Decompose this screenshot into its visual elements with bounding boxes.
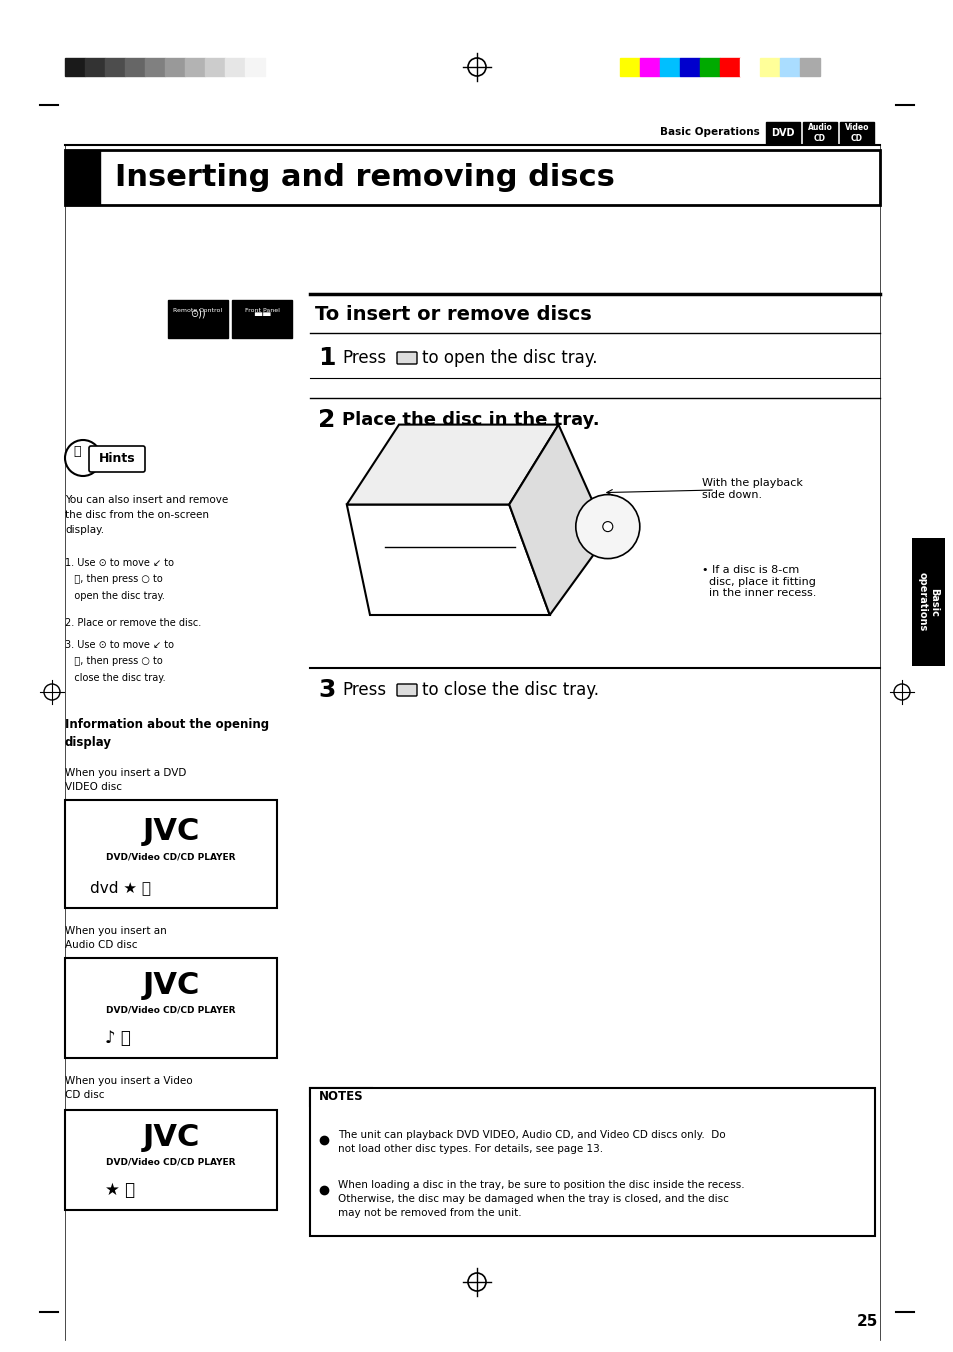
Text: When you insert an
Audio CD disc: When you insert an Audio CD disc — [65, 926, 167, 950]
Text: NOTES: NOTES — [318, 1091, 363, 1103]
Bar — [65, 800, 276, 909]
Text: Place the disc in the tray.: Place the disc in the tray. — [341, 411, 599, 429]
Polygon shape — [347, 504, 549, 615]
Text: to open the disc tray.: to open the disc tray. — [421, 349, 597, 366]
Text: Inserting and removing discs: Inserting and removing discs — [115, 164, 615, 192]
Bar — [659, 58, 679, 76]
Text: DVD/Video CD/CD PLAYER: DVD/Video CD/CD PLAYER — [106, 853, 235, 861]
Bar — [165, 58, 185, 76]
FancyBboxPatch shape — [396, 352, 416, 364]
Text: 3: 3 — [317, 677, 335, 702]
Text: JVC: JVC — [142, 1124, 199, 1152]
Text: 🔥: 🔥 — [73, 446, 80, 458]
Text: Video
CD: Video CD — [843, 123, 868, 143]
Text: You can also insert and remove
the disc from the on-screen
display.: You can also insert and remove the disc … — [65, 495, 228, 534]
Bar — [232, 300, 292, 338]
Text: Front Panel: Front Panel — [244, 307, 279, 312]
Text: The unit can playback DVD VIDEO, Audio CD, and Video CD discs only.  Do
not load: The unit can playback DVD VIDEO, Audio C… — [337, 1130, 725, 1155]
Text: JVC: JVC — [142, 972, 199, 1000]
Text: • If a disc is 8-cm
  disc, place it fitting
  in the inner recess.: • If a disc is 8-cm disc, place it fitti… — [701, 565, 816, 598]
Bar — [185, 58, 205, 76]
Bar — [679, 58, 700, 76]
Bar — [780, 58, 800, 76]
Text: 25: 25 — [856, 1314, 877, 1329]
Polygon shape — [347, 425, 558, 504]
Text: Audio
CD: Audio CD — [807, 123, 832, 143]
Bar — [911, 538, 944, 667]
Bar — [802, 122, 836, 145]
Bar — [760, 58, 780, 76]
Text: Press: Press — [341, 681, 386, 699]
Text: 2. Place or remove the disc.: 2. Place or remove the disc. — [65, 618, 201, 627]
Text: Hints: Hints — [98, 453, 135, 465]
Text: ★ 📦: ★ 📦 — [105, 1182, 135, 1199]
Bar — [65, 150, 879, 206]
Text: 3. Use ⊙ to move ↙ to
   ⓐ, then press ○ to
   close the disc tray.: 3. Use ⊙ to move ↙ to ⓐ, then press ○ to… — [65, 639, 173, 683]
Text: Basic
operations: Basic operations — [917, 572, 939, 631]
Text: Information about the opening
display: Information about the opening display — [65, 718, 269, 749]
Text: Press: Press — [341, 349, 386, 366]
Bar — [145, 58, 165, 76]
Text: When loading a disc in the tray, be sure to position the disc inside the recess.: When loading a disc in the tray, be sure… — [337, 1180, 744, 1218]
Polygon shape — [509, 425, 607, 615]
Text: 2: 2 — [317, 408, 335, 433]
Bar — [225, 58, 245, 76]
Bar — [619, 58, 639, 76]
Bar — [105, 58, 125, 76]
Text: DVD: DVD — [770, 128, 794, 138]
Bar — [740, 58, 760, 76]
Bar — [639, 58, 659, 76]
Text: to close the disc tray.: to close the disc tray. — [421, 681, 598, 699]
Bar — [840, 122, 873, 145]
Bar — [85, 58, 105, 76]
Bar — [700, 58, 720, 76]
Bar — [205, 58, 225, 76]
Bar — [125, 58, 145, 76]
Bar — [800, 58, 820, 76]
Text: 1. Use ⊙ to move ↙ to
   ⓐ, then press ○ to
   open the disc tray.: 1. Use ⊙ to move ↙ to ⓐ, then press ○ to… — [65, 558, 173, 600]
Text: 1: 1 — [317, 346, 335, 370]
Bar — [310, 1088, 874, 1236]
Text: DVD/Video CD/CD PLAYER: DVD/Video CD/CD PLAYER — [106, 1006, 235, 1014]
Bar — [65, 58, 85, 76]
Text: When you insert a DVD
VIDEO disc: When you insert a DVD VIDEO disc — [65, 768, 186, 792]
FancyBboxPatch shape — [89, 446, 145, 472]
Bar — [65, 1110, 276, 1210]
Text: DVD/Video CD/CD PLAYER: DVD/Video CD/CD PLAYER — [106, 1157, 235, 1167]
Bar — [720, 58, 740, 76]
Bar — [168, 300, 228, 338]
Bar — [65, 959, 276, 1059]
Bar — [65, 150, 100, 206]
Bar — [310, 1088, 372, 1106]
Circle shape — [65, 439, 101, 476]
Text: ♪ 📦: ♪ 📦 — [105, 1029, 131, 1046]
Text: Remote Control: Remote Control — [173, 307, 222, 312]
Text: ▬▬: ▬▬ — [253, 310, 271, 319]
Text: dvd ★ 📦: dvd ★ 📦 — [90, 880, 151, 895]
Circle shape — [602, 522, 612, 531]
Bar — [245, 58, 265, 76]
Text: To insert or remove discs: To insert or remove discs — [314, 306, 591, 324]
Text: With the playback
side down.: With the playback side down. — [701, 479, 802, 500]
FancyBboxPatch shape — [396, 684, 416, 696]
Bar — [765, 122, 800, 145]
Text: JVC: JVC — [142, 818, 199, 846]
Circle shape — [576, 495, 639, 558]
Text: When you insert a Video
CD disc: When you insert a Video CD disc — [65, 1076, 193, 1101]
Text: Basic Operations: Basic Operations — [659, 127, 760, 137]
Text: ⊙)): ⊙)) — [190, 310, 206, 319]
